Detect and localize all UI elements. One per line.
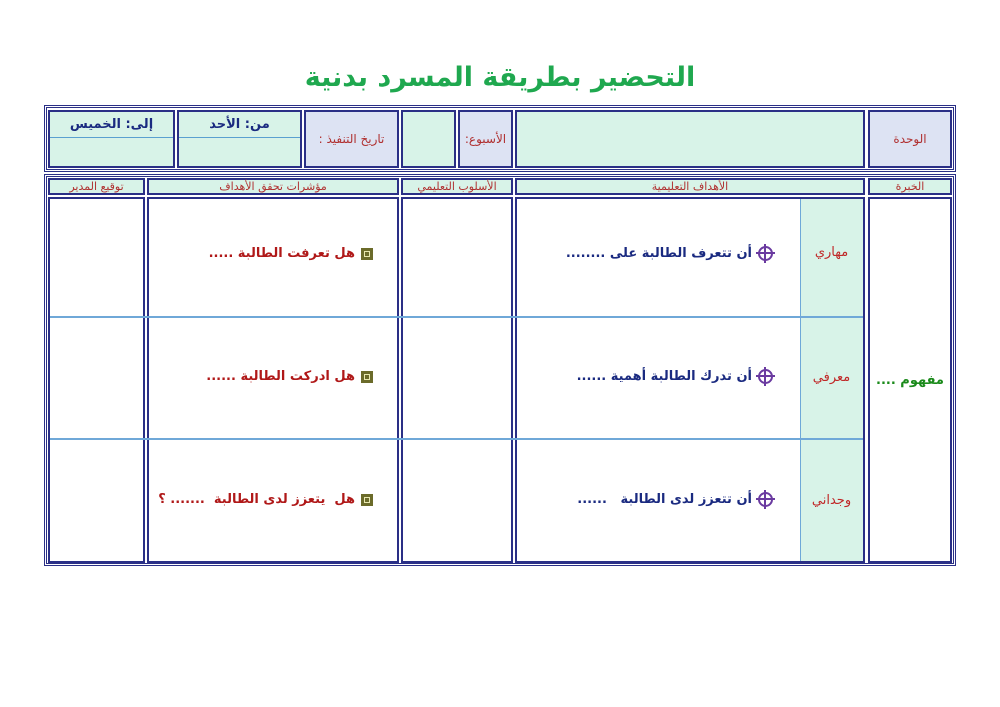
- to-label: إلى: الخميس: [69, 117, 154, 132]
- header-signature: توقيع المدير: [48, 178, 145, 195]
- experience-cell: مفهوم ....: [868, 197, 952, 563]
- indicators-cell: [147, 197, 399, 563]
- from-label: من: الأحد: [209, 117, 270, 132]
- unit-label: الوحدة: [868, 110, 952, 168]
- week-label: الأسبوع:: [458, 110, 513, 168]
- indicator-text: هل ادركت الطالبة ......: [206, 369, 355, 384]
- indicator-item: هل ادركت الطالبة ......: [206, 369, 373, 384]
- row-divider: [50, 438, 863, 440]
- objectives-cell: [515, 197, 865, 563]
- row-divider: [50, 316, 863, 318]
- plan-table: [44, 174, 956, 566]
- from-cell: من: الأحد: [177, 110, 302, 168]
- crosshair-icon: [756, 490, 775, 509]
- square-bullet-icon: [361, 493, 373, 506]
- domain-label: وجداني: [811, 493, 852, 508]
- square-bullet-icon: [361, 370, 373, 383]
- objective-text: أن تدرك الطالبة أهمية ......: [576, 369, 752, 384]
- date-label: تاريخ التنفيذ :: [304, 110, 399, 168]
- from-value[interactable]: [179, 137, 300, 166]
- objective-item: أن تتعرف الطالبة على ........: [565, 244, 775, 263]
- to-cell: إلى: الخميس: [48, 110, 175, 168]
- indicator-item: هل يتعزز لدى الطالبة ....... ؟: [158, 492, 373, 507]
- method-cell[interactable]: [401, 197, 513, 563]
- crosshair-icon: [756, 244, 775, 263]
- crosshair-icon: [756, 367, 775, 386]
- objective-item: أن تتعزز لدى الطالبة ......: [577, 490, 775, 509]
- objective-text: أن تتعزز لدى الطالبة ......: [577, 492, 752, 507]
- to-value[interactable]: [50, 137, 173, 166]
- unit-value[interactable]: [515, 110, 865, 168]
- header-indicators: مؤشرات تحقق الأهداف: [147, 178, 399, 195]
- objective-text: أن تتعرف الطالبة على ........: [565, 246, 752, 261]
- domain-label: معرفي: [812, 370, 851, 385]
- week-value[interactable]: [401, 110, 456, 168]
- indicator-text: هل تعرفت الطالبة .....: [208, 246, 355, 261]
- header-objectives: الأهداف التعليمية: [515, 178, 865, 195]
- objective-item: أن تدرك الطالبة أهمية ......: [576, 367, 775, 386]
- page-title: التحضير بطريقة المسرد بدنية: [304, 62, 696, 93]
- domain-column: [800, 199, 863, 561]
- header-experience: الخبرة: [868, 178, 952, 195]
- indicator-item: هل تعرفت الطالبة .....: [209, 246, 373, 261]
- info-table: [44, 105, 956, 172]
- indicator-text: هل يتعزز لدى الطالبة ....... ؟: [158, 492, 355, 507]
- signature-cell[interactable]: [48, 197, 145, 563]
- square-bullet-icon: [361, 247, 373, 260]
- header-method: الأسلوب التعليمي: [401, 178, 513, 195]
- domain-label: مهاري: [814, 245, 849, 260]
